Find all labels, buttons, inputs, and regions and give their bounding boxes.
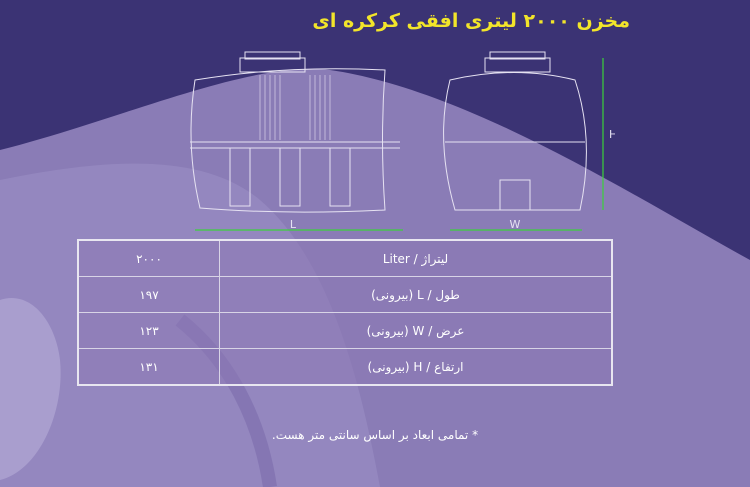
table-row: عرض / W (بیرونی) ۱۲۳ [77, 312, 613, 349]
spec-value: ۲۰۰۰ [77, 239, 220, 277]
page-title: مخزن ۲۰۰۰ لیتری افقی کرکره ای [312, 10, 630, 32]
table-row: ارتفاع / H (بیرونی) ۱۳۱ [77, 348, 613, 386]
height-label: H [609, 128, 615, 141]
length-label: L [290, 218, 297, 231]
spec-value: ۱۲۳ [77, 312, 220, 349]
spec-value: ۱۳۱ [77, 348, 220, 386]
tank-diagram: L W H [190, 51, 615, 231]
dimensions-note: * تمامی ابعاد بر اساس سانتی متر هست. [271, 428, 479, 442]
specs-table: لیتراژ / Liter ۲۰۰۰ طول / L (بیرونی) ۱۹۷… [77, 239, 613, 386]
spec-label: لیتراژ / Liter [219, 239, 613, 277]
width-label: W [510, 218, 521, 231]
spec-label: طول / L (بیرونی) [219, 276, 613, 313]
spec-value: ۱۹۷ [77, 276, 220, 313]
table-row: طول / L (بیرونی) ۱۹۷ [77, 276, 613, 313]
spec-label: ارتفاع / H (بیرونی) [219, 348, 613, 386]
table-row: لیتراژ / Liter ۲۰۰۰ [77, 239, 613, 277]
spec-label: عرض / W (بیرونی) [219, 312, 613, 349]
